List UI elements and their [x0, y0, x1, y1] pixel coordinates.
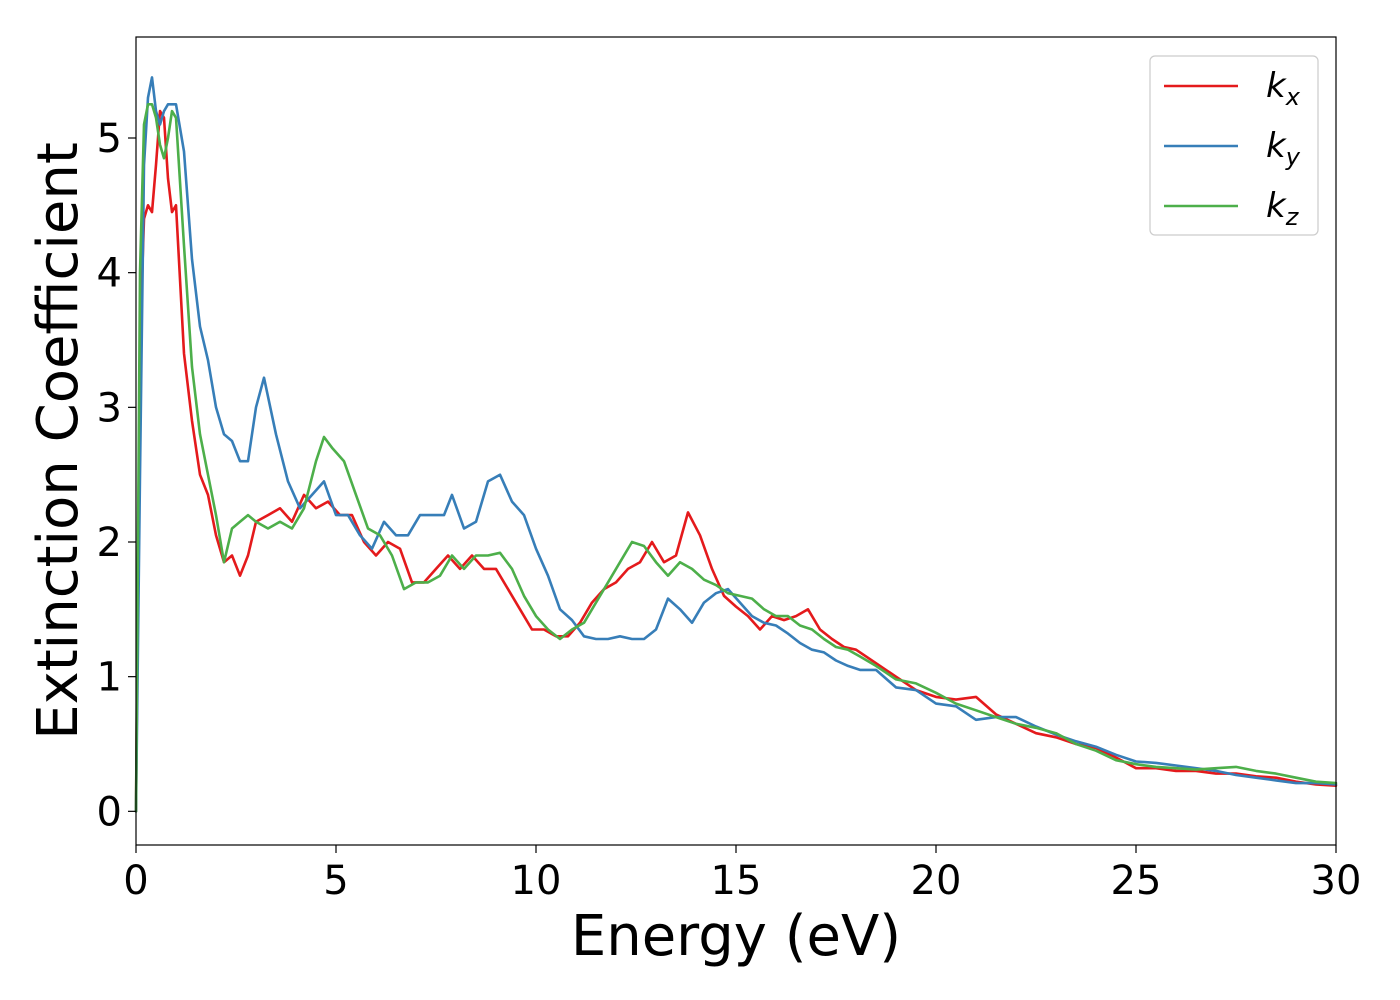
- y-tick-label: 3: [97, 385, 122, 431]
- y-tick-label: 5: [97, 116, 122, 162]
- y-tick-label: 1: [97, 655, 122, 701]
- y-tick-label: 4: [97, 251, 122, 297]
- legend-label-ky: ky: [1266, 126, 1301, 171]
- y-tick-label: 0: [97, 789, 122, 835]
- y-tick-label: 2: [97, 520, 122, 566]
- y-axis-ticks: 0 1 2 3 4 5: [97, 116, 136, 835]
- x-tick-label: 15: [711, 858, 762, 904]
- legend-label-kx: kx: [1266, 66, 1301, 111]
- legend-label-kz: kz: [1266, 186, 1300, 231]
- x-tick-label: 10: [511, 858, 562, 904]
- legend: kx ky kz: [1149, 55, 1319, 236]
- x-axis-ticks: 0 5 10 15 20 25 30: [123, 845, 1361, 904]
- series-lines: [134, 76, 1338, 813]
- x-tick-label: 0: [123, 858, 148, 904]
- x-tick-label: 5: [323, 858, 348, 904]
- plot-area: [136, 37, 1336, 845]
- x-tick-label: 30: [1311, 858, 1362, 904]
- series-line-ky: [134, 76, 1338, 813]
- y-axis-title: Extinction Coefficient: [26, 142, 91, 740]
- x-tick-label: 25: [1111, 858, 1162, 904]
- x-axis-title: Energy (eV): [571, 904, 901, 969]
- series-line-kz: [134, 103, 1338, 813]
- x-tick-label: 20: [911, 858, 962, 904]
